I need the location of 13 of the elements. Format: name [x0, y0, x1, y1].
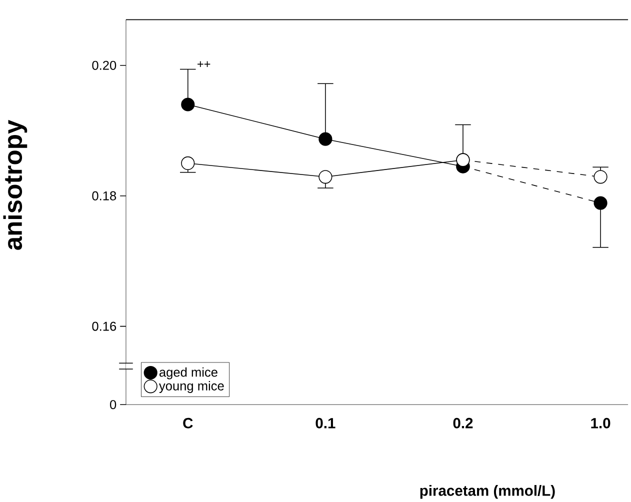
x-tick-label: C — [183, 418, 193, 428]
y-axis-title: anisotropy — [3, 120, 28, 250]
y-tick-label: 0.16 — [92, 322, 116, 331]
x-tick-label: 1.0 — [591, 418, 610, 428]
y-tick-label: 0.18 — [92, 191, 116, 200]
x-axis-title: piracetam (mmol/L) — [420, 485, 555, 499]
x-tick-label: 0.1 — [316, 418, 336, 428]
legend-label: young mice — [158, 381, 224, 393]
x-tick-label: 0.2 — [453, 418, 473, 428]
y-tick-label: 0 — [110, 400, 116, 410]
legend-label: aged mice — [159, 367, 218, 380]
annotation: ++ — [198, 61, 210, 68]
y-tick-label: 0.20 — [92, 60, 116, 70]
